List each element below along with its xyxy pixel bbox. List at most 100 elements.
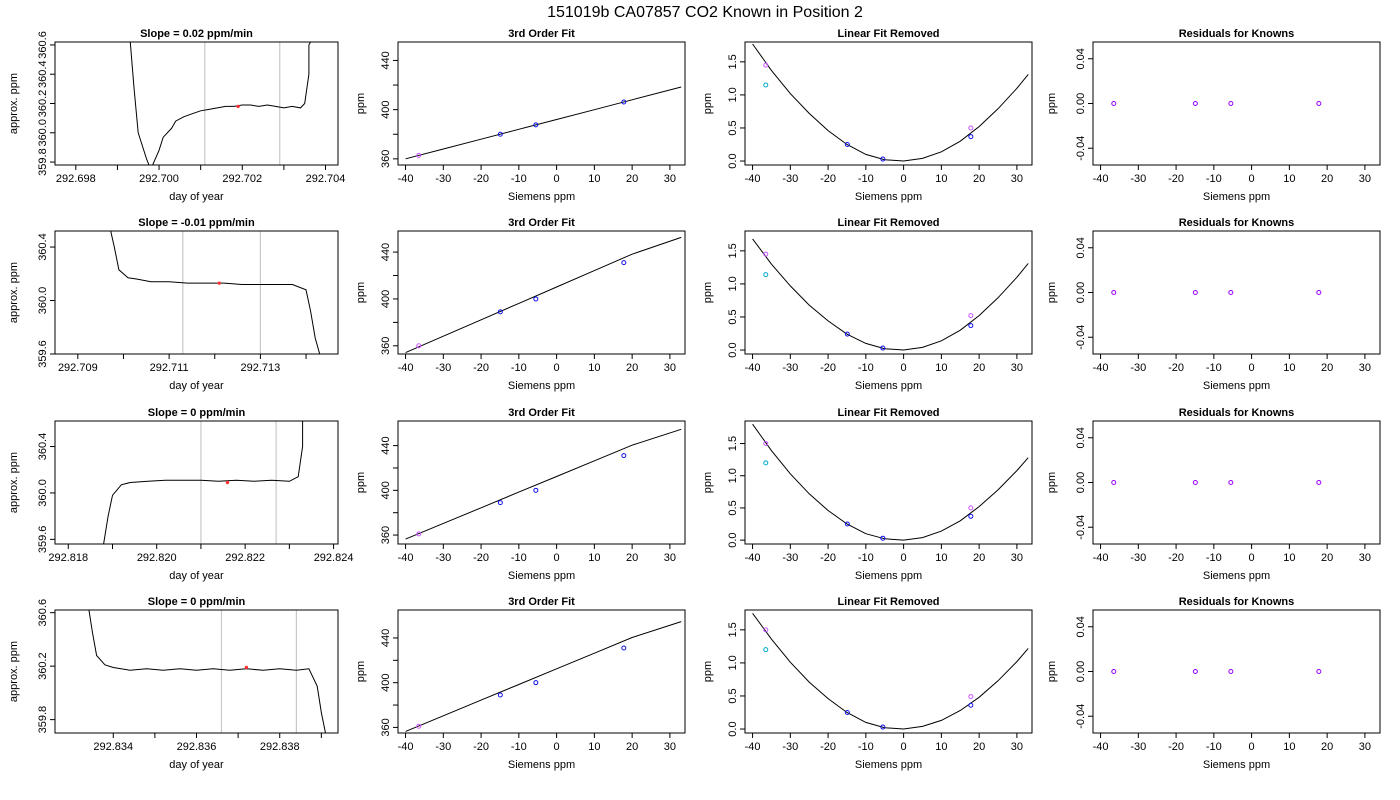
- data-point: [236, 104, 240, 109]
- y-tick-label: 1.0: [727, 655, 739, 670]
- y-tick-label: 440: [380, 629, 392, 647]
- y-tick-label: 0.0: [727, 532, 739, 547]
- x-tick-label: 0: [1249, 173, 1255, 185]
- data-point: [844, 710, 850, 715]
- panel-r1-c1: 3rd Order Fit -40 -30 -20 -10 0 10 20 30 360 400 44…: [355, 217, 686, 392]
- x-tick-label: 0: [554, 362, 560, 374]
- panel-title: 3rd Order Fit: [508, 217, 575, 229]
- y-tick-label: -0.04: [1075, 704, 1087, 729]
- y-tick-label: 359.6: [37, 340, 49, 368]
- x-tick-label: 292.838: [260, 741, 300, 753]
- x-tick-label: 20: [626, 362, 638, 374]
- x-tick-label: 0: [554, 552, 560, 564]
- data-point: [763, 647, 769, 653]
- x-tick-label: 20: [1321, 173, 1333, 185]
- series-line: [405, 621, 682, 732]
- x-axis-label: day of year: [169, 380, 224, 392]
- data-point: [880, 345, 886, 351]
- panel-title: Linear Fit Removed: [837, 596, 939, 608]
- y-axis-label: ppm: [702, 661, 714, 682]
- data-point: [763, 441, 769, 447]
- x-tick-label: -10: [1206, 362, 1222, 374]
- x-tick-label: 20: [1321, 741, 1333, 753]
- data-point: [416, 343, 422, 349]
- x-tick-label: 0: [901, 552, 907, 564]
- data-point: [763, 82, 769, 88]
- x-tick-label: -40: [1093, 552, 1109, 564]
- x-tick-label: -40: [398, 362, 414, 374]
- panel-r2-c1: 3rd Order Fit -40 -30 -20 -10 0 10 20 30 360 400 44…: [355, 407, 686, 582]
- x-tick-label: 20: [626, 173, 638, 185]
- data-point: [1228, 669, 1234, 674]
- panel-r2-c2: Linear Fit Removed -40 -30 -20 -10 0 10 20 30 0.0…: [702, 407, 1033, 582]
- x-axis-label: Siemens ppm: [855, 570, 922, 582]
- panel-r3-c1: 3rd Order Fit -40 -30 -20 -10 0 10 20 30 360 400 44…: [355, 596, 686, 771]
- x-tick-label: -10: [858, 362, 874, 374]
- y-tick-label: 0.5: [727, 120, 739, 135]
- data-point: [1316, 101, 1322, 106]
- x-tick-label: 30: [1359, 362, 1371, 374]
- x-tick-label: -30: [435, 173, 451, 185]
- y-axis-label: ppm: [355, 93, 367, 114]
- x-tick-label: -40: [745, 741, 761, 753]
- x-tick-label: 30: [1011, 552, 1023, 564]
- y-tick-label: 0.00: [1075, 93, 1087, 114]
- data-point: [497, 309, 503, 315]
- x-tick-label: -10: [858, 552, 874, 564]
- y-tick-label: 0.0: [727, 721, 739, 736]
- panel-title: 3rd Order Fit: [508, 596, 575, 608]
- data-point: [1111, 290, 1117, 295]
- panel-title: Linear Fit Removed: [837, 217, 939, 229]
- x-tick-label: 292.836: [177, 741, 217, 753]
- data-point: [1228, 480, 1234, 485]
- x-tick-label: -30: [782, 552, 798, 564]
- plot-frame: [744, 41, 1033, 166]
- plot-frame: [54, 41, 339, 166]
- x-tick-label: 292.824: [314, 552, 354, 564]
- panel-grid: Slope = 0.02 ppm/min 292.698 292.700 292.70…: [8, 28, 1381, 771]
- x-tick-label: 30: [1011, 741, 1023, 753]
- y-tick-label: 440: [380, 51, 392, 69]
- x-axis-label: day of year: [169, 570, 224, 582]
- plot-frame: [54, 609, 339, 734]
- x-tick-label: 10: [588, 552, 600, 564]
- y-tick-label: 0.5: [727, 309, 739, 324]
- x-tick-label: 10: [1283, 173, 1295, 185]
- plot-frame: [397, 609, 686, 734]
- y-tick-label: 360.2: [37, 90, 49, 118]
- data-point: [225, 480, 230, 485]
- y-axis-label: ppm: [1046, 661, 1058, 682]
- x-tick-label: 0: [901, 741, 907, 753]
- data-point: [217, 281, 222, 285]
- panel-title: Residuals for Knowns: [1179, 407, 1295, 419]
- series-line: [752, 423, 1029, 541]
- y-tick-label: 1.5: [727, 54, 739, 69]
- x-tick-label: 30: [1011, 362, 1023, 374]
- panel-title: Linear Fit Removed: [837, 28, 939, 40]
- x-tick-label: 292.700: [139, 173, 179, 185]
- data-point: [533, 296, 539, 302]
- x-tick-label: -40: [745, 362, 761, 374]
- panel-title: Residuals for Knowns: [1179, 596, 1295, 608]
- x-tick-label: 30: [1359, 552, 1371, 564]
- panel-title: Slope = 0.02 ppm/min: [140, 28, 253, 40]
- data-point: [533, 487, 539, 493]
- data-point: [844, 521, 850, 527]
- x-tick-label: -20: [1168, 741, 1184, 753]
- x-tick-label: 0: [1249, 362, 1255, 374]
- x-tick-label: -20: [473, 741, 489, 753]
- x-tick-label: -40: [745, 552, 761, 564]
- x-axis-label: Siemens ppm: [1203, 191, 1270, 203]
- data-point: [968, 134, 974, 140]
- x-tick-label: -10: [511, 552, 527, 564]
- y-tick-label: 360.4: [37, 60, 49, 88]
- y-axis-label: approx. ppm: [8, 73, 20, 134]
- y-tick-label: 0.00: [1075, 661, 1087, 682]
- panel-r2-c3: Residuals for Knowns -40 -30 -20 -10 0 10 20 30 -…: [1046, 407, 1381, 582]
- x-tick-label: 10: [935, 741, 947, 753]
- x-tick-label: 30: [664, 173, 676, 185]
- plot-frame: [744, 420, 1033, 545]
- x-tick-label: -40: [1093, 362, 1109, 374]
- data-point: [1111, 101, 1117, 106]
